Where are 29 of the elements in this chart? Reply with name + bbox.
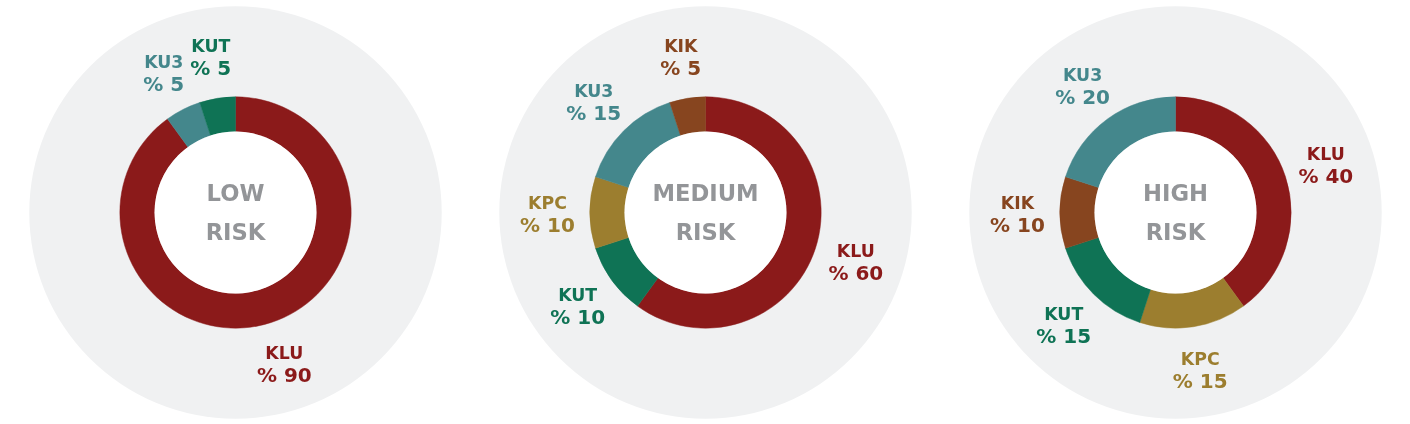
slice-label: KPC: [528, 192, 567, 213]
text: MEDIUM RISK: [652, 180, 759, 245]
data-label: % 10: [990, 212, 1045, 237]
data-label: % 15: [1036, 324, 1092, 349]
data-label: % 20: [1055, 84, 1111, 109]
slice-label: KUT: [558, 285, 598, 306]
slice-label: KIK: [664, 36, 698, 57]
slice-label: KLU: [836, 241, 875, 262]
data-label: % 90: [256, 362, 312, 387]
text: LOW RISK: [205, 180, 267, 245]
slice-label: KU3: [574, 80, 614, 101]
data-label: % 5: [660, 56, 702, 81]
slice-label: KIK: [1000, 192, 1035, 213]
data-label: % 40: [1298, 163, 1354, 188]
slice-label: KUT: [191, 36, 231, 57]
slice-label: KLU: [265, 342, 304, 363]
data-label: % 10: [550, 305, 606, 330]
slice-label: KU3: [1062, 64, 1103, 85]
slice-label: KU3: [144, 51, 184, 72]
data-label: % 5: [143, 71, 185, 96]
data-label: % 10: [520, 212, 575, 237]
data-label: % 60: [828, 261, 884, 286]
slice-label: KUT: [1044, 304, 1084, 325]
data-label: % 15: [566, 100, 622, 125]
slice-label: KLU: [1306, 143, 1345, 164]
slice-label: KPC: [1180, 348, 1220, 369]
data-label: % 15: [1172, 368, 1228, 393]
text: HIGH RISK: [1143, 180, 1208, 245]
data-label: % 5: [190, 56, 232, 81]
